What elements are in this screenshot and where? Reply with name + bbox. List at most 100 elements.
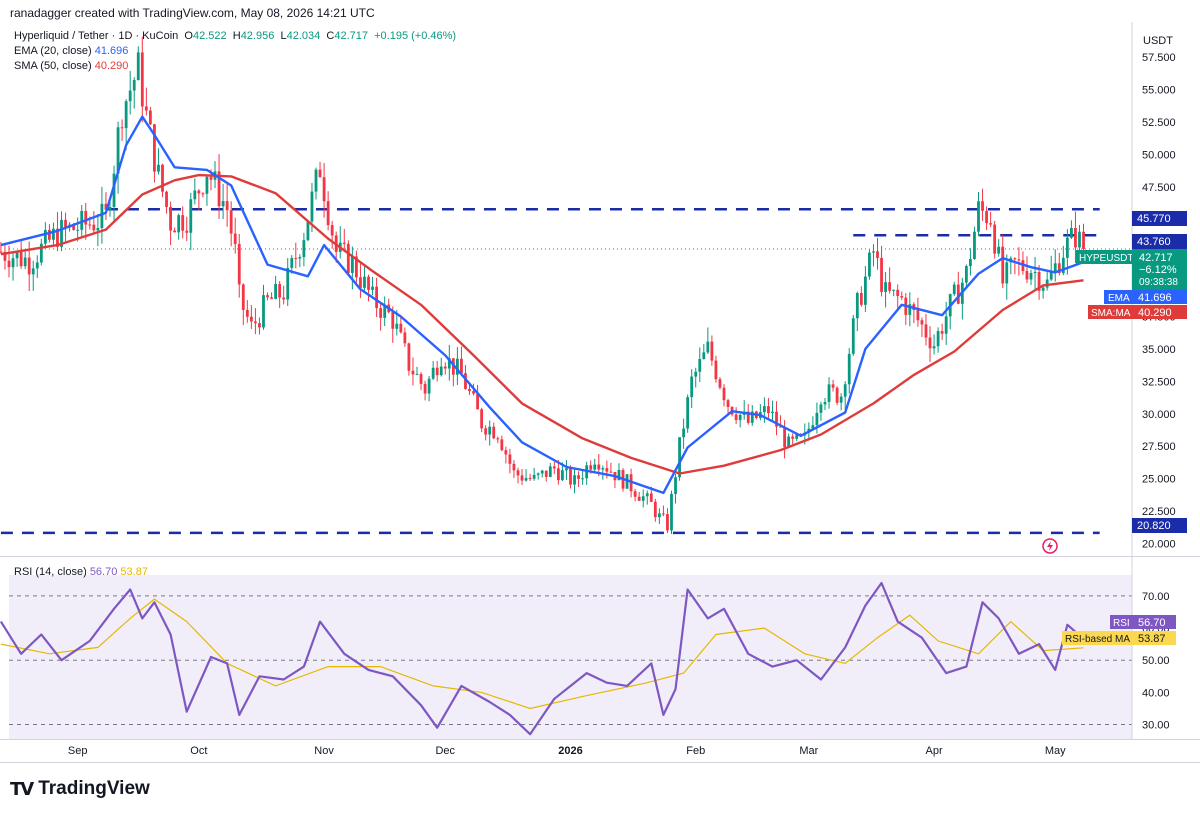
rsi-legend[interactable]: RSI (14, close) 56.70 53.87 <box>14 566 148 578</box>
candle-body <box>698 359 702 372</box>
candle-body <box>80 210 84 230</box>
candle-body <box>872 251 875 253</box>
candle-body <box>330 225 334 236</box>
candle-body <box>221 201 225 207</box>
tradingview-logo-text: TradingView <box>38 778 150 799</box>
candle-body <box>973 231 976 259</box>
sma-badge: SMA:MA 40.290 <box>1088 305 1187 319</box>
candle-body <box>144 106 148 111</box>
candle-body <box>565 468 568 471</box>
rsi-tick-label: 70.00 <box>1142 591 1170 603</box>
candle-body <box>96 227 100 231</box>
candle-body <box>738 414 742 421</box>
candle-body <box>932 346 936 349</box>
svg-text:45.770: 45.770 <box>1137 213 1171 225</box>
candle-body <box>985 210 988 224</box>
price-tick-label: 22.500 <box>1142 506 1176 518</box>
candle-body <box>1029 272 1033 280</box>
candle-body <box>868 252 871 277</box>
candle-body <box>52 228 55 240</box>
candle-body <box>605 468 609 472</box>
candle-body <box>1049 271 1053 280</box>
candle-body <box>645 493 649 497</box>
candle-body <box>350 256 354 273</box>
candle-body <box>379 308 383 318</box>
rsi-pane <box>9 575 1132 739</box>
candle-body <box>500 439 504 451</box>
price-tick-label: 25.000 <box>1142 474 1176 486</box>
candle-body <box>363 276 366 288</box>
candle-body <box>641 496 645 501</box>
candle-body <box>326 201 330 226</box>
svg-text:41.696: 41.696 <box>1138 292 1172 304</box>
candle-body <box>714 360 718 380</box>
candle-body <box>23 257 27 267</box>
candle-body <box>847 353 851 385</box>
rsi-layer <box>0 581 1085 736</box>
candle-body <box>148 110 152 125</box>
candle-body <box>205 176 209 194</box>
candle-body <box>718 379 722 388</box>
ema-legend-value: 41.696 <box>94 45 129 57</box>
candle-body <box>1013 258 1017 260</box>
last-price-change: −6.12% <box>1139 264 1177 276</box>
candle-body <box>682 428 686 438</box>
svg-text:RSI: RSI <box>1113 618 1130 629</box>
candle-body <box>346 243 350 273</box>
candle-body <box>504 450 508 455</box>
candle-body <box>455 358 459 375</box>
candle-body <box>31 268 35 275</box>
candle-body <box>944 316 948 334</box>
rsi-badge: RSI 56.70 <box>1110 615 1176 629</box>
candle-body <box>435 367 439 376</box>
candle-body <box>524 478 528 481</box>
candle-body <box>775 411 778 427</box>
candle-body <box>1061 257 1065 274</box>
candle-body <box>726 400 730 407</box>
symbol-badge: HYPEUSDT <box>1076 250 1133 264</box>
candle-body <box>920 320 924 325</box>
candle-body <box>419 374 423 384</box>
candle-body <box>306 221 310 241</box>
symbol-title: Hyperliquid / Tether · 1D · KuCoin <box>14 30 179 42</box>
candle-body <box>1001 246 1005 284</box>
candle-body <box>835 387 839 403</box>
candle-body <box>19 251 23 267</box>
candle-body <box>1070 228 1073 238</box>
alert-icon[interactable] <box>1042 538 1058 554</box>
symbol-legend[interactable]: Hyperliquid / Tether · 1D · KuCoin O42.5… <box>14 30 456 42</box>
time-tick-label: Dec <box>435 745 455 757</box>
candle-body <box>173 230 177 233</box>
candle-body <box>928 337 932 349</box>
candle-body <box>165 191 168 208</box>
sma-legend-value: 40.290 <box>94 60 129 72</box>
candle-body <box>876 251 879 258</box>
tradingview-logo[interactable]: TV TradingView <box>10 778 150 800</box>
candle-body <box>1057 263 1061 274</box>
sma-legend[interactable]: SMA (50, close) 40.290 <box>14 60 128 72</box>
svg-text:HYPEUSDT: HYPEUSDT <box>1079 253 1133 264</box>
candle-body <box>88 224 92 226</box>
price-tick-label: 27.500 <box>1142 441 1176 453</box>
candle-body <box>666 514 669 531</box>
candle-body <box>39 243 43 263</box>
candle-body <box>601 468 605 470</box>
time-tick-label: Nov <box>314 745 334 757</box>
candle-body <box>694 371 698 377</box>
candle-body <box>476 393 479 410</box>
candle-body <box>851 318 855 354</box>
candle-body <box>492 426 496 439</box>
candle-body <box>375 286 379 309</box>
candle-body <box>286 267 290 300</box>
time-tick-label: Oct <box>190 745 207 757</box>
ema-legend[interactable]: EMA (20, close) 41.696 <box>14 45 128 57</box>
candle-body <box>815 412 819 426</box>
rsi-legend-value: 56.70 <box>89 566 118 578</box>
candle-body <box>767 406 770 414</box>
candle-body <box>47 229 51 240</box>
candle-body <box>706 341 710 353</box>
candle-body <box>128 90 132 102</box>
candle-body <box>480 409 484 429</box>
candle-body <box>690 376 694 398</box>
